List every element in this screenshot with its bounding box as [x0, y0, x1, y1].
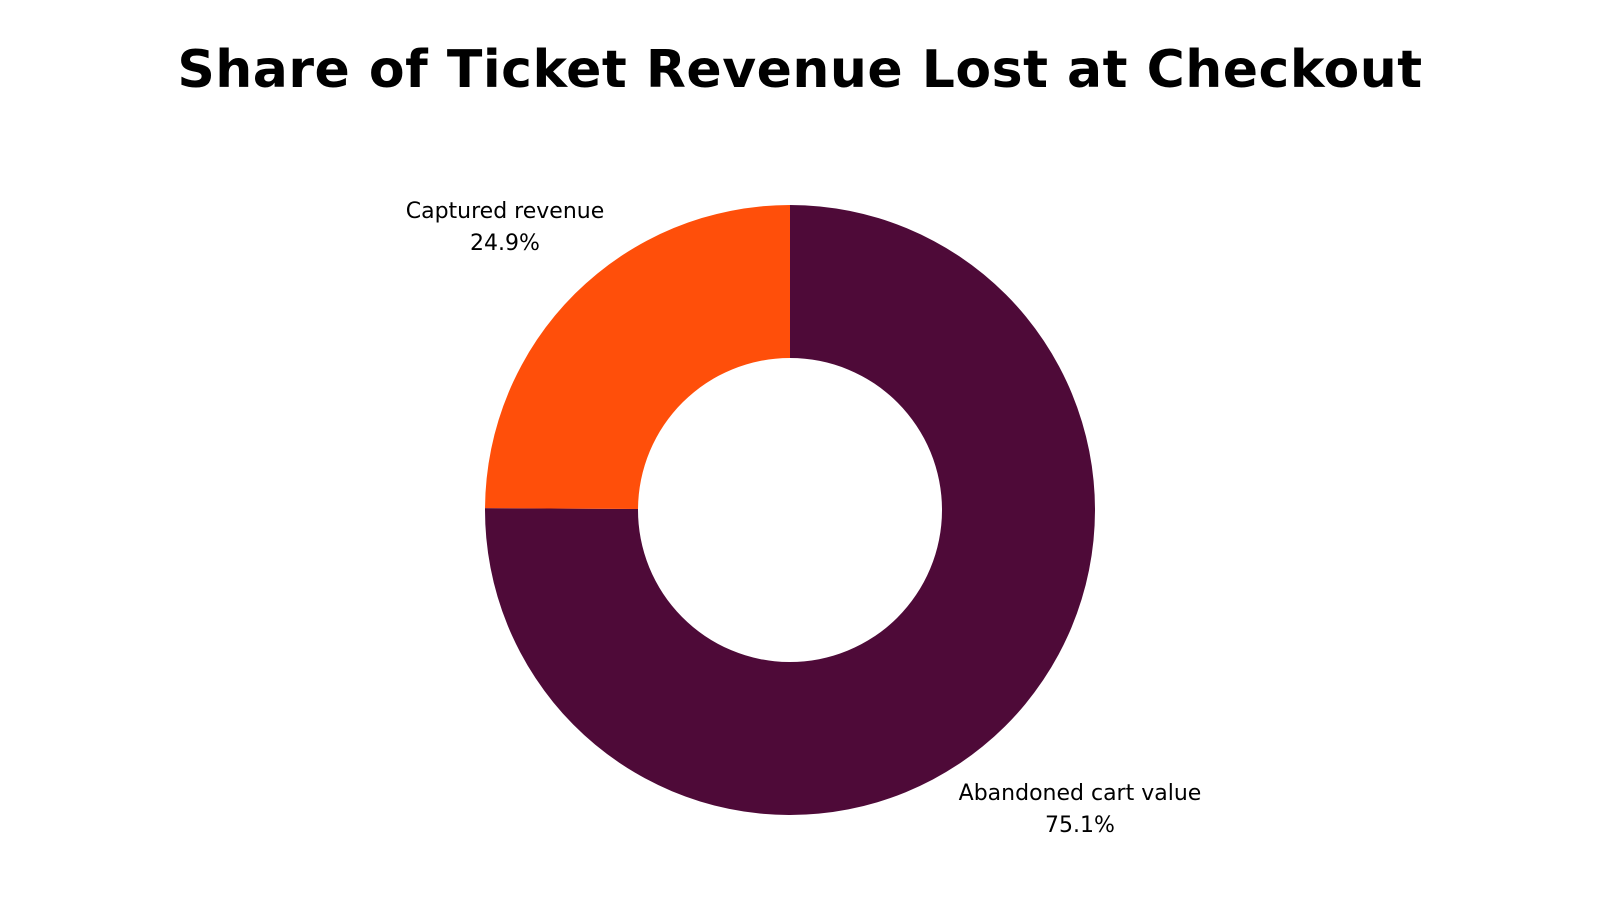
- slice-value-label: 24.9%: [470, 231, 540, 256]
- slice-label: Abandoned cart value: [959, 781, 1202, 806]
- slice-label: Captured revenue: [406, 199, 605, 224]
- chart-title: Share of Ticket Revenue Lost at Checkout: [177, 40, 1423, 100]
- donut-slice-captured-revenue: [485, 205, 790, 510]
- donut-slice-abandoned-cart-value: [485, 205, 1095, 815]
- slice-value-label: 75.1%: [1045, 813, 1115, 838]
